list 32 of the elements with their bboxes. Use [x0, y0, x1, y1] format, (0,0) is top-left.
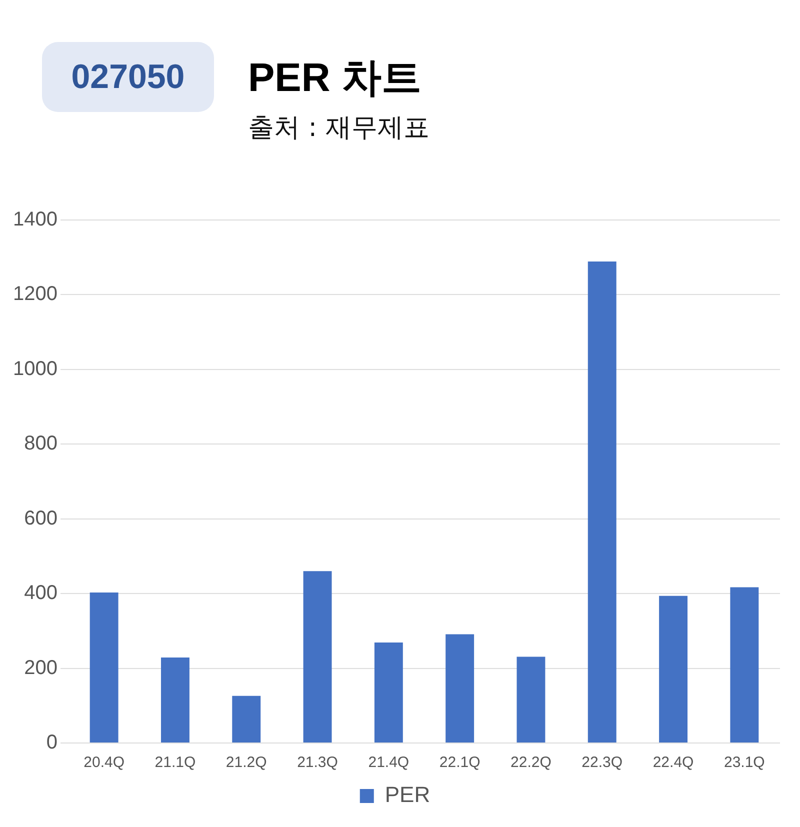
x-tick-label: 21.3Q	[297, 754, 338, 772]
x-tick-label: 22.3Q	[582, 754, 623, 772]
x-tick-label: 22.4Q	[652, 754, 694, 772]
x-tick-label: 21.4Q	[368, 754, 410, 772]
chart-subtitle: 출처 : 재무제표	[248, 112, 430, 145]
legend-label: PER	[384, 782, 430, 808]
y-tick-label: 1200	[12, 283, 58, 306]
bar	[232, 696, 261, 742]
x-tick-label: 21.1Q	[154, 754, 196, 772]
x-tick-label: 23.1Q	[724, 754, 765, 772]
bar	[516, 656, 546, 742]
bar	[659, 596, 688, 742]
bar	[90, 592, 118, 742]
y-tick-label: 800	[24, 432, 58, 455]
y-tick-label: 400	[24, 582, 58, 604]
y-tick-label: 600	[24, 507, 58, 530]
bar	[446, 634, 474, 742]
x-tick-label: 22.1Q	[439, 754, 480, 772]
y-tick-label: 0	[46, 732, 58, 754]
x-tick-label: 20.4Q	[84, 754, 125, 772]
text: 027050	[42, 42, 214, 112]
bar	[303, 571, 332, 742]
x-tick-label: 21.2Q	[226, 754, 267, 772]
y-tick-label: 1000	[12, 358, 58, 380]
chart-title: PER 차트	[248, 55, 422, 102]
bar	[374, 642, 403, 742]
bar	[160, 657, 190, 742]
y-tick-label: 200	[24, 656, 58, 679]
bar	[730, 587, 759, 742]
y-tick-label: 1400	[12, 208, 58, 231]
x-tick-label: 22.2Q	[510, 754, 552, 772]
bar	[588, 261, 616, 742]
